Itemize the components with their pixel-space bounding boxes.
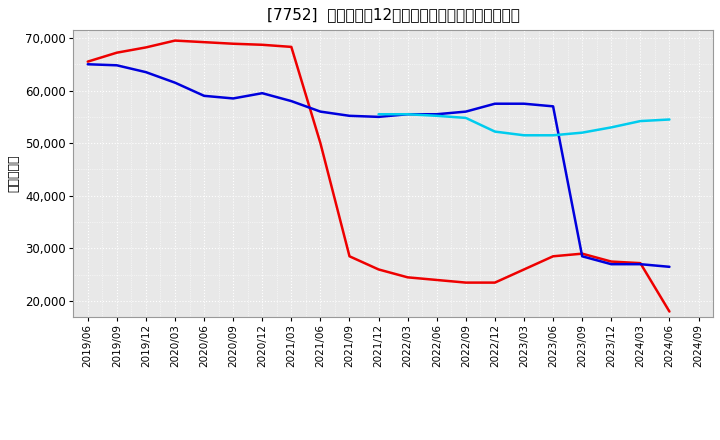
3年 <box>549 253 557 259</box>
3年 <box>287 44 296 50</box>
7年 <box>462 115 470 121</box>
7年 <box>665 117 674 122</box>
5年 <box>229 96 238 101</box>
3年 <box>258 42 266 48</box>
5年 <box>578 253 587 259</box>
5年 <box>287 99 296 104</box>
7年 <box>607 125 616 130</box>
5年 <box>199 93 208 99</box>
Line: 7年: 7年 <box>379 114 670 135</box>
7年 <box>520 132 528 138</box>
7年 <box>374 112 383 117</box>
7年 <box>433 113 441 118</box>
5年 <box>84 62 92 67</box>
7年 <box>490 129 499 134</box>
5年 <box>490 101 499 106</box>
5年 <box>549 104 557 109</box>
5年 <box>345 113 354 118</box>
Line: 3年: 3年 <box>88 40 670 312</box>
5年 <box>258 91 266 96</box>
3年 <box>112 50 121 55</box>
3年 <box>578 251 587 257</box>
3年 <box>171 38 179 43</box>
3年 <box>636 260 644 266</box>
5年 <box>142 70 150 75</box>
3年 <box>462 280 470 285</box>
3年 <box>229 41 238 46</box>
5年 <box>171 80 179 85</box>
5年 <box>316 109 325 114</box>
3年 <box>433 277 441 282</box>
3年 <box>142 45 150 50</box>
5年 <box>374 114 383 120</box>
3年 <box>374 267 383 272</box>
5年 <box>403 112 412 117</box>
7年 <box>549 132 557 138</box>
3年 <box>84 59 92 64</box>
7年 <box>403 112 412 117</box>
3年 <box>490 280 499 285</box>
Line: 5年: 5年 <box>88 64 670 267</box>
3年 <box>316 140 325 146</box>
3年 <box>199 40 208 45</box>
Y-axis label: （百万円）: （百万円） <box>7 155 20 192</box>
Legend: 3年, 5年, 7年, 10年: 3年, 5年, 7年, 10年 <box>224 433 562 440</box>
3年 <box>607 259 616 264</box>
7年 <box>636 118 644 124</box>
5年 <box>520 101 528 106</box>
5年 <box>433 112 441 117</box>
5年 <box>636 261 644 267</box>
5年 <box>462 109 470 114</box>
5年 <box>112 62 121 68</box>
7年 <box>578 130 587 135</box>
Title: [7752]  当期綔利益12か月移動合計の標準偏差の推移: [7752] 当期綔利益12か月移動合計の標準偏差の推移 <box>266 7 520 22</box>
3年 <box>345 253 354 259</box>
5年 <box>607 261 616 267</box>
3年 <box>520 267 528 272</box>
3年 <box>665 309 674 314</box>
3年 <box>403 275 412 280</box>
5年 <box>665 264 674 269</box>
